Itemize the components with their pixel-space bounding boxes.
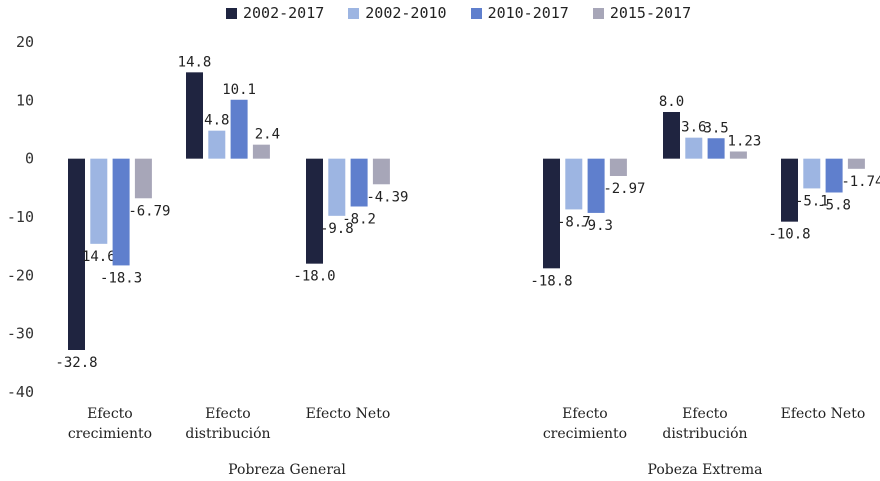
data-label: 4.8 [204,113,229,129]
bar [707,138,725,159]
bar [306,158,323,264]
group-label: Pobreza General [228,462,346,478]
legend-label-2015-2017: 2015-2017 [609,4,692,22]
category-label: Efecto [682,406,728,422]
data-label: -18.8 [530,273,572,289]
bar [565,158,583,210]
bar [685,137,703,159]
legend-label-2002-2010: 2002-2010 [365,4,447,22]
bar [543,158,560,269]
data-label: 3.6 [681,120,706,136]
data-label: -6.79 [128,203,170,219]
bar [90,158,108,244]
legend-label-2010-2017: 2010-2017 [487,4,569,22]
bar [729,151,747,159]
data-label: -9.3 [579,218,613,234]
y-tick-label: 0 [25,150,34,168]
bar [350,158,368,207]
legend-item-2015-2017: 2015-2017 [592,4,692,22]
y-tick-label: -10 [7,208,34,226]
data-label: 1.23 [728,133,762,149]
data-label: 2.4 [255,127,280,143]
data-label: -10.8 [768,227,810,243]
bar [781,158,798,222]
legend-swatch-2002-2010 [348,7,360,19]
y-tick-label: -20 [7,266,34,284]
bar [663,112,680,159]
legend-swatch-2015-2017 [592,7,604,19]
category-label: distribución [185,426,270,442]
category-label: Efecto [205,406,251,422]
data-label: -9.8 [320,221,354,237]
category-label: Efecto [87,406,133,422]
bar [68,158,85,350]
bar [587,158,605,213]
data-label: -8.2 [342,212,376,228]
bar [112,158,130,266]
data-label: 3.5 [703,120,728,136]
y-tick-label: 10 [16,91,34,109]
data-label: -32.8 [55,355,97,371]
data-label: -18.0 [293,269,335,285]
bar [134,158,152,199]
bar [803,158,821,189]
group-label: Pobeza Extrema [647,462,762,478]
y-tick-label: -40 [7,383,34,401]
data-label: -2.97 [603,181,645,197]
category-label: distribución [662,426,747,442]
bar [208,130,226,159]
legend-swatch-2002-2017 [226,7,237,19]
data-label: -5.1 [795,193,829,209]
data-label: -5.8 [817,198,851,214]
chart-legend: 2002-2017 2002-2010 2010-2017 2015-2017 [226,4,691,22]
data-label: 14.8 [178,54,212,70]
bar [825,158,843,193]
y-tick-label: 20 [16,33,34,51]
category-label: Efecto Neto [306,406,391,422]
category-label: crecimiento [543,426,627,442]
legend-swatch-2010-2017 [470,7,482,19]
category-label: Efecto Neto [781,406,866,422]
bar [847,158,865,169]
bar [328,158,346,216]
data-label: 8.0 [659,94,684,110]
bar [186,72,203,159]
category-label: Efecto [562,406,608,422]
category-label: crecimiento [68,426,152,442]
legend-item-2010-2017: 2010-2017 [470,4,569,22]
legend-item-2002-2017: 2002-2017 [226,4,324,22]
data-label: 14.6 [82,249,116,265]
bar [372,158,390,185]
bar [609,158,627,176]
data-label: -8.7 [557,214,591,230]
bar [252,144,270,159]
legend-label-2002-2017: 2002-2017 [243,4,325,22]
data-label: -1.74 [841,174,880,190]
data-label: -18.3 [100,270,142,286]
y-tick-label: -30 [7,325,34,343]
legend-item-2002-2010: 2002-2010 [348,4,447,22]
data-label: 10.1 [222,82,256,98]
bar [230,99,248,159]
data-label: -4.39 [366,189,408,205]
